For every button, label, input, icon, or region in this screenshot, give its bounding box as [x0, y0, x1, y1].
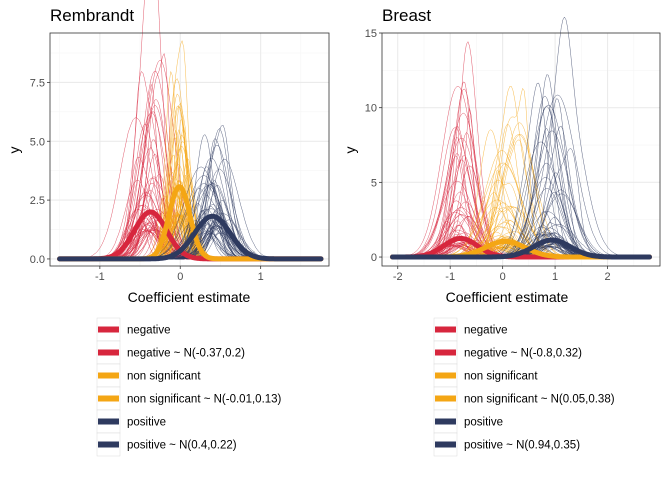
sample-densities-breast	[392, 16, 650, 258]
legend-item: negative ~ N(-0.8,0.32)	[433, 340, 582, 365]
legend-item: positive	[96, 409, 166, 434]
y-axis-label-rembrandt: y	[6, 147, 22, 154]
legend-item: positive ~ N(0.4,0.22)	[96, 432, 237, 457]
legend-label: non significant ~ N(-0.01,0.13)	[127, 394, 282, 406]
legend-label: positive ~ N(0.4,0.22)	[127, 440, 237, 452]
panel-border-breast	[381, 32, 661, 267]
legend-rembrandt: negative negative ~ N(-0.37,0.2) non signi…	[96, 317, 282, 457]
density-curve-negative	[392, 41, 650, 258]
x-tick-label: -1	[95, 271, 105, 283]
density-curve-negative	[392, 155, 650, 258]
normal-fits-rembrandt	[57, 184, 324, 262]
normal-fit-positive	[390, 237, 652, 260]
y-tick-label: 15	[365, 28, 377, 40]
density-curve-positive	[392, 16, 650, 258]
axis-ticks-rembrandt: -1 0 1 0.0 2.5 5.0 7.5	[30, 77, 264, 283]
legend-label: positive	[127, 417, 166, 429]
x-tick-label: 0	[500, 271, 506, 283]
chart-rembrandt: Rembrandt -1 0 1 0.0 2.5 5.0 7.5 Coefficient e…	[6, 0, 330, 457]
y-tick-label: 0	[371, 252, 377, 264]
x-tick-label: 0	[177, 271, 183, 283]
legend-item: positive	[433, 409, 503, 434]
legend-item: non significant	[433, 363, 538, 388]
legend-item: negative	[96, 317, 170, 342]
x-tick-label: 1	[552, 271, 558, 283]
legend-label: non significant	[127, 371, 201, 383]
legend-item: negative	[433, 317, 507, 342]
density-curve-negative	[392, 155, 650, 258]
x-tick-label: -2	[393, 271, 403, 283]
x-tick-label: -1	[445, 271, 455, 283]
legend-label: non significant ~ N(0.05,0.38)	[464, 394, 615, 406]
normal-fits-breast	[390, 235, 652, 260]
legend-label: negative	[127, 325, 170, 337]
legend-breast: negative negative ~ N(-0.8,0.32) non signi…	[433, 317, 615, 457]
panel-border-rembrandt	[49, 32, 330, 267]
legend-label: non significant	[464, 371, 538, 383]
legend-label: negative ~ N(-0.37,0.2)	[127, 348, 245, 360]
y-axis-label-breast: y	[342, 147, 358, 154]
density-curve-positive	[392, 95, 650, 258]
legend-item: non significant ~ N(-0.01,0.13)	[96, 386, 282, 411]
legend-label: negative	[464, 325, 507, 337]
y-tick-label: 2.5	[30, 195, 45, 207]
y-tick-label: 5	[371, 177, 377, 189]
y-tick-label: 10	[365, 103, 377, 115]
y-tick-label: 7.5	[30, 77, 45, 89]
legend-item: non significant ~ N(0.05,0.38)	[433, 386, 615, 411]
legend-item: negative ~ N(-0.37,0.2)	[96, 340, 245, 365]
x-tick-label: 2	[604, 271, 610, 283]
x-tick-label: 1	[258, 271, 264, 283]
chart-breast: Breast -2 -1 0 1 2 0 5 10 15 Coefficient estimat…	[342, 6, 661, 457]
chart-title-rembrandt: Rembrandt	[50, 6, 134, 25]
x-axis-label-breast: Coefficient estimate	[446, 289, 569, 305]
axis-ticks-breast: -2 -1 0 1 2 0 5 10 15	[365, 28, 611, 283]
normal-fit-positive	[57, 213, 324, 262]
y-tick-label: 5.0	[30, 136, 45, 148]
legend-label: positive ~ N(0.94,0.35)	[464, 440, 580, 452]
density-curve-positive	[392, 141, 650, 258]
legend-label: positive	[464, 417, 503, 429]
chart-title-breast: Breast	[382, 6, 431, 25]
legend-item: positive ~ N(0.94,0.35)	[433, 432, 580, 457]
x-axis-label-rembrandt: Coefficient estimate	[128, 289, 251, 305]
legend-label: negative ~ N(-0.8,0.32)	[464, 348, 582, 360]
y-tick-label: 0.0	[30, 254, 45, 266]
legend-item: non significant	[96, 363, 201, 388]
